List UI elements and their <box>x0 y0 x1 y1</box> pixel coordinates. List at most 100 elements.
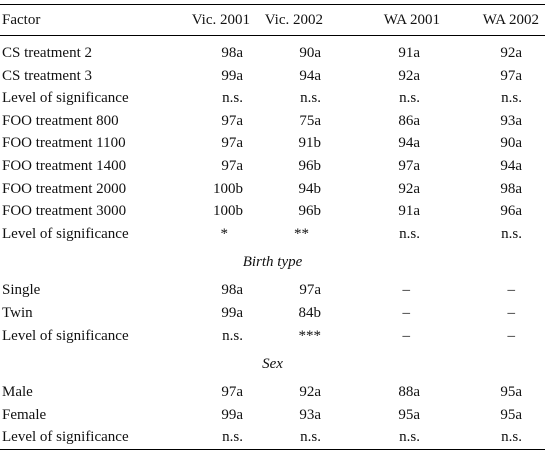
header-wa-2002: WA 2002 <box>446 4 545 36</box>
table-row: Level of significance n.s. *** – – <box>0 325 545 348</box>
table-row: Level of significance * ** n.s. n.s. <box>0 223 545 246</box>
cell-wa-2001: 88a <box>398 384 420 401</box>
cell-wa-2001: 94a <box>398 135 420 152</box>
section-heading-row: Sex <box>0 347 545 381</box>
cell-vic-2001: 100b <box>213 203 243 220</box>
cell-wa-2002: – <box>507 304 516 321</box>
cell-vic-2001: 97a <box>221 112 243 129</box>
table-row: CS treatment 3 99a 94a 92a 97a <box>0 65 545 88</box>
table-row: FOO treatment 1100 97a 91b 94a 90a <box>0 132 545 155</box>
row-factor: Male <box>2 384 33 401</box>
cell-vic-2002: 94b <box>298 180 322 197</box>
cell-wa-2002: 94a <box>500 157 522 174</box>
cell-vic-2002: ** <box>294 225 309 242</box>
table-row: FOO treatment 3000 100b 96b 91a 96a <box>0 200 545 223</box>
cell-wa-2001: 86a <box>398 112 420 129</box>
cell-wa-2001: n.s. <box>399 90 420 107</box>
cell-wa-2001: 92a <box>398 180 420 197</box>
table-row: FOO treatment 2000 100b 94b 92a 98a <box>0 178 545 201</box>
table-row: FOO treatment 1400 97a 96b 97a 94a <box>0 155 545 178</box>
cell-wa-2001: 92a <box>398 67 420 84</box>
cell-vic-2002: 92a <box>299 384 321 401</box>
table-row: Female 99a 93a 95a 95a <box>0 404 545 427</box>
row-factor: Twin <box>2 304 33 321</box>
cell-wa-2002: – <box>507 327 516 344</box>
cell-vic-2001: 97a <box>221 384 243 401</box>
row-factor: CS treatment 2 <box>2 45 92 61</box>
cell-vic-2002: 91b <box>298 135 322 152</box>
cell-vic-2001: 97a <box>221 135 243 152</box>
cell-wa-2001: 97a <box>398 157 420 174</box>
cell-vic-2002: 94a <box>299 67 321 84</box>
cell-wa-2001: n.s. <box>399 225 420 242</box>
header-factor: Factor <box>0 4 180 36</box>
cell-wa-2001: – <box>402 327 411 344</box>
row-factor: FOO treatment 1100 <box>2 135 126 152</box>
row-factor: FOO treatment 3000 <box>2 203 127 220</box>
header-wa-2001: WA 2001 <box>329 4 446 36</box>
row-factor: FOO treatment 1400 <box>2 157 127 174</box>
cell-wa-2002: 90a <box>500 135 522 152</box>
cell-vic-2002: 93a <box>299 406 321 423</box>
table-row: Single 98a 97a – – <box>0 279 545 302</box>
cell-wa-2002: 95a <box>500 384 522 401</box>
section-heading-sex: Sex <box>262 356 283 373</box>
cell-vic-2002: 75a <box>299 112 321 129</box>
cell-vic-2001: n.s. <box>180 426 256 450</box>
cell-vic-2002: 96b <box>298 157 322 174</box>
cell-wa-2002: 97a <box>500 67 522 84</box>
cell-vic-2001: n.s. <box>222 90 243 107</box>
table-row: Level of significance n.s. n.s. n.s. n.s… <box>0 87 545 110</box>
cell-wa-2001: 91a <box>398 45 420 61</box>
table-header-row: Factor Vic. 2001 Vic. 2002 WA 2001 WA 20… <box>0 4 545 36</box>
table-row: Twin 99a 84b – – <box>0 302 545 325</box>
cell-wa-2002: 93a <box>500 112 522 129</box>
cell-vic-2002: 90a <box>299 45 321 61</box>
cell-wa-2001: 91a <box>398 203 420 220</box>
cell-vic-2002: 84b <box>298 304 322 321</box>
cell-vic-2001: 98a <box>221 45 243 61</box>
cell-vic-2001: 99a <box>221 304 243 321</box>
cell-wa-2001: – <box>402 282 411 299</box>
cell-vic-2001: 99a <box>221 406 243 423</box>
cell-vic-2001: n.s. <box>222 327 243 344</box>
cell-wa-2002: 96a <box>500 203 522 220</box>
row-factor: CS treatment 3 <box>2 67 92 84</box>
row-factor: Level of significance <box>2 90 129 107</box>
cell-vic-2002: n.s. <box>300 90 321 107</box>
cell-wa-2001: – <box>402 304 411 321</box>
row-factor: Single <box>2 282 41 299</box>
row-factor: Level of significance <box>2 225 129 242</box>
table-row: FOO treatment 800 97a 75a 86a 93a <box>0 110 545 133</box>
cell-vic-2001: * <box>220 225 229 242</box>
results-table: Factor Vic. 2001 Vic. 2002 WA 2001 WA 20… <box>0 4 545 450</box>
cell-wa-2002: n.s. <box>446 426 545 450</box>
header-vic-2001: Vic. 2001 <box>180 4 256 36</box>
row-factor: FOO treatment 800 <box>2 112 119 129</box>
row-factor: FOO treatment 2000 <box>2 180 127 197</box>
table-row: Male 97a 92a 88a 95a <box>0 381 545 404</box>
cell-wa-2001: 95a <box>398 406 420 423</box>
cell-vic-2001: 98a <box>221 282 243 299</box>
section-heading-birth-type: Birth type <box>242 254 303 271</box>
cell-vic-2002: n.s. <box>256 426 329 450</box>
cell-wa-2002: 95a <box>500 406 522 423</box>
cell-wa-2002: n.s. <box>501 225 522 242</box>
section-heading-row: Birth type <box>0 245 545 279</box>
cell-wa-2002: n.s. <box>501 90 522 107</box>
cell-vic-2002: 96b <box>298 203 322 220</box>
cell-wa-2002: 98a <box>500 180 522 197</box>
row-factor: Level of significance <box>0 426 180 450</box>
header-vic-2002: Vic. 2002 <box>256 4 329 36</box>
cell-vic-2001: 100b <box>213 180 243 197</box>
cell-wa-2002: – <box>507 282 516 299</box>
table-row: CS treatment 2 98a 90a 91a 92a <box>0 36 545 65</box>
row-factor: Female <box>2 406 47 423</box>
cell-wa-2002: 92a <box>500 45 522 61</box>
cell-vic-2002: *** <box>298 327 322 344</box>
cell-wa-2001: n.s. <box>329 426 446 450</box>
table-row: Level of significance n.s. n.s. n.s. n.s… <box>0 426 545 450</box>
cell-vic-2001: 97a <box>221 157 243 174</box>
cell-vic-2001: 99a <box>221 67 243 84</box>
